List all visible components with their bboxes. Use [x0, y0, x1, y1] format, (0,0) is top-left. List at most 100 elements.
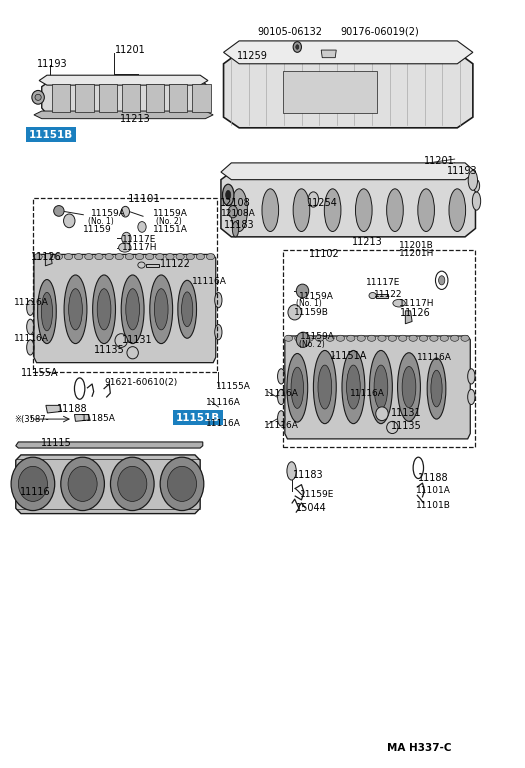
- Ellipse shape: [370, 350, 392, 424]
- Text: 11193: 11193: [447, 167, 478, 177]
- Text: 11116: 11116: [20, 487, 50, 497]
- Ellipse shape: [288, 305, 301, 320]
- Ellipse shape: [402, 366, 416, 408]
- Ellipse shape: [27, 339, 34, 355]
- Ellipse shape: [34, 253, 42, 260]
- Ellipse shape: [431, 370, 442, 407]
- Text: 11101A: 11101A: [416, 486, 450, 495]
- Text: 11201B: 11201B: [398, 240, 433, 250]
- Ellipse shape: [313, 350, 336, 424]
- Ellipse shape: [346, 335, 355, 341]
- Text: ※(3587-: ※(3587-: [14, 415, 49, 424]
- Text: 11159: 11159: [83, 226, 112, 234]
- Ellipse shape: [95, 253, 103, 260]
- Ellipse shape: [196, 253, 205, 260]
- Ellipse shape: [215, 293, 222, 308]
- Ellipse shape: [118, 466, 147, 502]
- Text: 11126: 11126: [32, 253, 62, 263]
- Text: 11159A: 11159A: [91, 210, 126, 218]
- Text: 12108: 12108: [220, 197, 250, 207]
- Text: 11185A: 11185A: [81, 414, 116, 423]
- Text: 11159A: 11159A: [299, 292, 334, 301]
- Ellipse shape: [449, 189, 466, 231]
- Ellipse shape: [278, 411, 285, 426]
- Text: 11183: 11183: [292, 471, 323, 481]
- Ellipse shape: [287, 462, 296, 480]
- Ellipse shape: [138, 222, 146, 232]
- Ellipse shape: [228, 206, 238, 218]
- Ellipse shape: [296, 332, 310, 347]
- Ellipse shape: [409, 335, 417, 341]
- Ellipse shape: [386, 422, 398, 434]
- Ellipse shape: [231, 189, 247, 231]
- Ellipse shape: [145, 253, 154, 260]
- Text: 11155A: 11155A: [216, 382, 250, 391]
- Ellipse shape: [135, 253, 144, 260]
- Ellipse shape: [468, 389, 475, 405]
- Text: (No. 2): (No. 2): [156, 217, 182, 226]
- Polygon shape: [221, 163, 476, 180]
- Polygon shape: [145, 263, 159, 267]
- Ellipse shape: [121, 275, 144, 343]
- Ellipse shape: [176, 253, 184, 260]
- Text: 11116A: 11116A: [264, 389, 298, 398]
- Ellipse shape: [430, 335, 438, 341]
- Text: 11117E: 11117E: [122, 235, 156, 243]
- Ellipse shape: [27, 300, 34, 316]
- Ellipse shape: [450, 335, 459, 341]
- Ellipse shape: [376, 407, 388, 421]
- Ellipse shape: [468, 170, 478, 190]
- Text: 11116A: 11116A: [192, 276, 227, 286]
- Ellipse shape: [378, 335, 386, 341]
- Text: 11159B: 11159B: [293, 308, 329, 317]
- Text: 11135: 11135: [93, 346, 124, 356]
- Ellipse shape: [186, 253, 194, 260]
- Polygon shape: [52, 84, 70, 112]
- Polygon shape: [145, 84, 164, 112]
- Ellipse shape: [150, 275, 173, 343]
- Ellipse shape: [226, 190, 231, 200]
- Text: 15044: 15044: [296, 503, 327, 513]
- Ellipse shape: [316, 335, 324, 341]
- Polygon shape: [285, 336, 470, 439]
- Ellipse shape: [318, 365, 332, 409]
- Text: 11116A: 11116A: [350, 389, 385, 398]
- Ellipse shape: [287, 353, 308, 422]
- Text: 11159E: 11159E: [300, 490, 335, 499]
- Polygon shape: [169, 84, 187, 112]
- Text: 11116A: 11116A: [14, 298, 49, 307]
- Ellipse shape: [418, 189, 434, 231]
- Polygon shape: [34, 254, 216, 362]
- Ellipse shape: [64, 275, 87, 343]
- Ellipse shape: [178, 280, 196, 338]
- Ellipse shape: [438, 276, 445, 285]
- Ellipse shape: [293, 41, 301, 52]
- Ellipse shape: [138, 262, 145, 268]
- Polygon shape: [376, 294, 388, 298]
- Ellipse shape: [121, 207, 130, 217]
- Text: 11159A: 11159A: [153, 210, 188, 218]
- Polygon shape: [46, 406, 61, 413]
- Polygon shape: [224, 52, 473, 127]
- Ellipse shape: [35, 94, 41, 101]
- Ellipse shape: [44, 253, 52, 260]
- Ellipse shape: [326, 335, 334, 341]
- Ellipse shape: [154, 289, 168, 330]
- Ellipse shape: [355, 189, 372, 231]
- Polygon shape: [99, 84, 117, 112]
- Ellipse shape: [69, 289, 82, 330]
- Ellipse shape: [64, 214, 75, 227]
- Text: 11122: 11122: [374, 290, 403, 300]
- Ellipse shape: [85, 253, 93, 260]
- Ellipse shape: [397, 353, 421, 422]
- Ellipse shape: [440, 335, 448, 341]
- Text: 11117H: 11117H: [398, 299, 434, 308]
- Text: 91621-60610(2): 91621-60610(2): [104, 378, 177, 387]
- Text: 11159A: 11159A: [300, 333, 335, 341]
- Ellipse shape: [296, 284, 309, 298]
- Ellipse shape: [206, 253, 215, 260]
- Ellipse shape: [233, 222, 238, 237]
- Text: 11101B: 11101B: [416, 501, 450, 510]
- Text: 11213: 11213: [120, 114, 150, 124]
- Ellipse shape: [18, 466, 47, 502]
